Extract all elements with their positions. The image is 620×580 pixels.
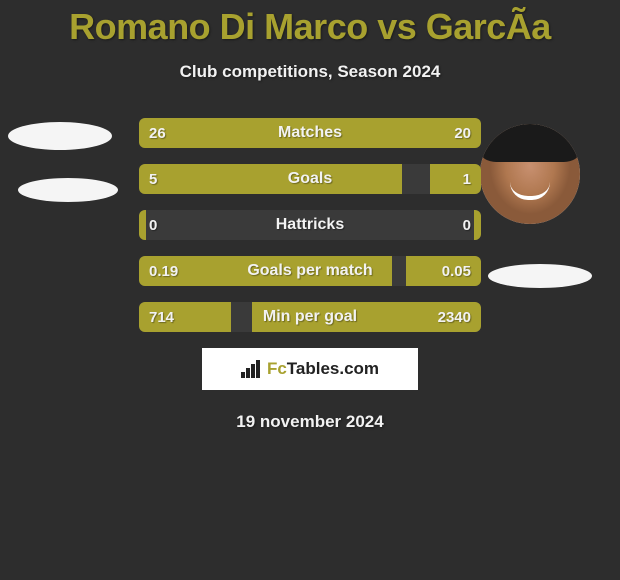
brand-badge: FcTables.com (202, 348, 418, 390)
date-text: 19 november 2024 (0, 412, 620, 432)
stat-label: Goals (139, 164, 481, 194)
stat-row: 0.190.05Goals per match (139, 256, 481, 286)
stat-label: Min per goal (139, 302, 481, 332)
player-right-avatar (480, 124, 592, 288)
stat-label: Matches (139, 118, 481, 148)
avatar-shadow (18, 178, 118, 202)
brand-text: FcTables.com (267, 359, 379, 379)
stat-row: 00Hattricks (139, 210, 481, 240)
stat-row: 7142340Min per goal (139, 302, 481, 332)
stat-label: Hattricks (139, 210, 481, 240)
subtitle: Club competitions, Season 2024 (0, 62, 620, 82)
avatar-placeholder-icon (8, 122, 112, 150)
player-left-avatar (8, 122, 118, 202)
avatar-photo (480, 124, 580, 224)
comparison-bars: 2620Matches 51Goals 00Hattricks 0.190.05Goa… (139, 118, 481, 332)
stat-label: Goals per match (139, 256, 481, 286)
avatar-shadow (488, 264, 592, 288)
bars-icon (241, 360, 263, 378)
stat-row: 2620Matches (139, 118, 481, 148)
stat-row: 51Goals (139, 164, 481, 194)
page-title: Romano Di Marco vs GarcÃa (0, 0, 620, 48)
